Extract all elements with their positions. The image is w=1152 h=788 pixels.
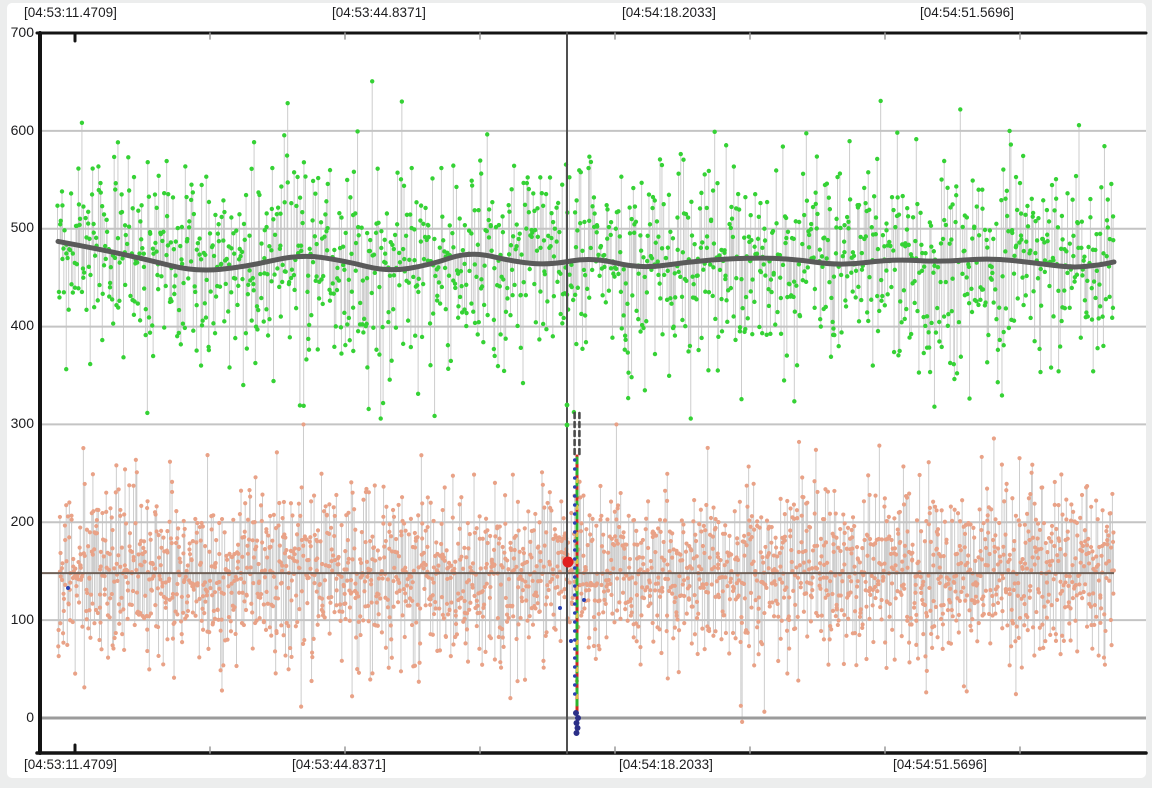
y-tick-600: 600 — [10, 122, 34, 138]
y-tick-200: 200 — [10, 513, 34, 529]
y-tick-0: 0 — [26, 709, 34, 725]
x-tick-label-top-3: [04:54:18.2033] — [622, 5, 716, 20]
x-tick-label-bottom-3: [04:54:18.2033] — [619, 757, 713, 772]
y-tick-400: 400 — [10, 317, 34, 333]
x-tick-label-bottom-4: [04:54:51.5696] — [893, 757, 987, 772]
y-tick-700: 700 — [10, 24, 34, 40]
x-tick-label-bottom-1: [04:53:11.4709] — [24, 757, 117, 772]
y-tick-500: 500 — [10, 219, 34, 235]
x-tick-label-top-1: [04:53:11.4709] — [24, 5, 117, 20]
x-tick-label-bottom-2: [04:53:44.8371] — [292, 757, 386, 772]
y-tick-300: 300 — [10, 415, 34, 431]
x-tick-label-top-4: [04:54:51.5696] — [920, 5, 1014, 20]
x-tick-label-top-2: [04:53:44.8371] — [332, 5, 426, 20]
y-tick-100: 100 — [10, 611, 34, 627]
